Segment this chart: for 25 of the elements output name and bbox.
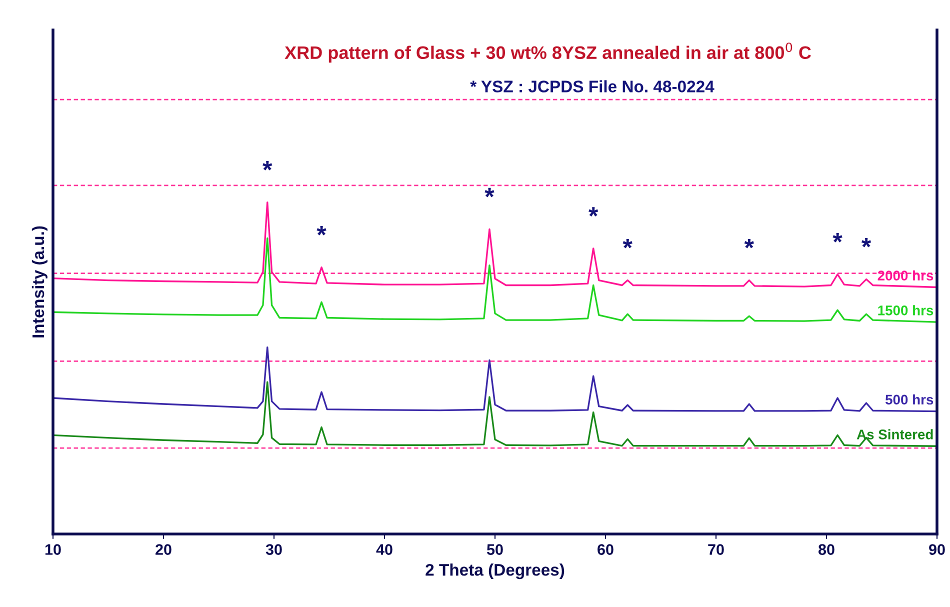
x-tick-label: 20: [156, 544, 172, 555]
x-tick-label: 90: [929, 544, 945, 555]
annotation: *: [744, 238, 754, 248]
x-axis-title: 2 Theta (Degrees): [426, 564, 564, 580]
x-tick-label: 30: [266, 544, 282, 555]
series-label: 2000 hrs: [878, 270, 934, 281]
annotation: *: [316, 226, 326, 236]
annotation: *: [484, 188, 494, 198]
annotation: *: [588, 207, 598, 216]
y-axis-title: Intensity (a.u.): [32, 226, 48, 338]
annotation: *: [622, 238, 632, 248]
x-tick-label: 60: [598, 544, 614, 555]
chart-title: XRD pattern of Glass + 30 wt% 8YSZ annealed in air at 800$^{0}$ C: [284, 42, 811, 63]
x-tick-label: 50: [486, 544, 503, 555]
series-label: 1500 hrs: [878, 305, 934, 316]
x-tick-label: 80: [818, 544, 834, 555]
x-tick-label: 10: [45, 544, 61, 555]
x-tick-label: 40: [376, 544, 392, 555]
annotation: *: [832, 233, 842, 242]
text: * YSZ : JCPDS File No. 48-0224: [470, 80, 714, 92]
annotation: *: [262, 161, 272, 170]
series-label: As Sintered: [856, 429, 933, 440]
annotation: *: [861, 238, 872, 248]
x-tick-label: 70: [708, 544, 724, 555]
series-label: 500 hrs: [885, 394, 934, 405]
